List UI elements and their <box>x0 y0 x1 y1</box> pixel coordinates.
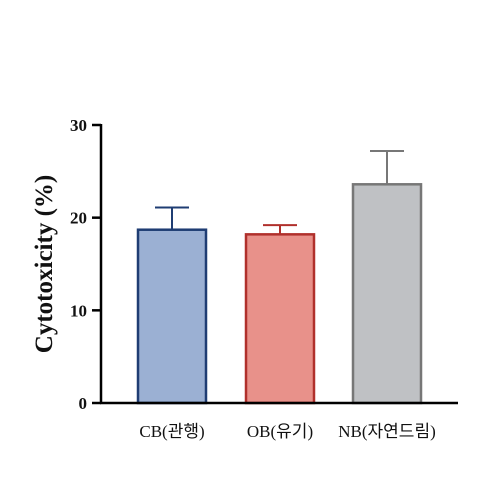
y-tick-label: 0 <box>79 394 88 413</box>
y-axis-ticks: 0 10 20 30 <box>70 116 101 413</box>
y-tick-label: 20 <box>70 209 87 228</box>
y-axis-title: Cytotoxicity (%) <box>31 175 58 353</box>
bars <box>136 149 423 405</box>
x-category-label: OB(유기) <box>247 422 313 441</box>
x-category-label: NB(자연드림) <box>338 422 436 441</box>
y-tick-label: 10 <box>70 301 87 320</box>
bar <box>136 228 208 405</box>
y-tick-label: 30 <box>70 116 87 135</box>
x-axis-labels: CB(관행) OB(유기) NB(자연드림) <box>139 422 435 441</box>
bar <box>244 233 316 405</box>
x-category-label: CB(관행) <box>139 422 204 441</box>
bar <box>351 183 423 405</box>
